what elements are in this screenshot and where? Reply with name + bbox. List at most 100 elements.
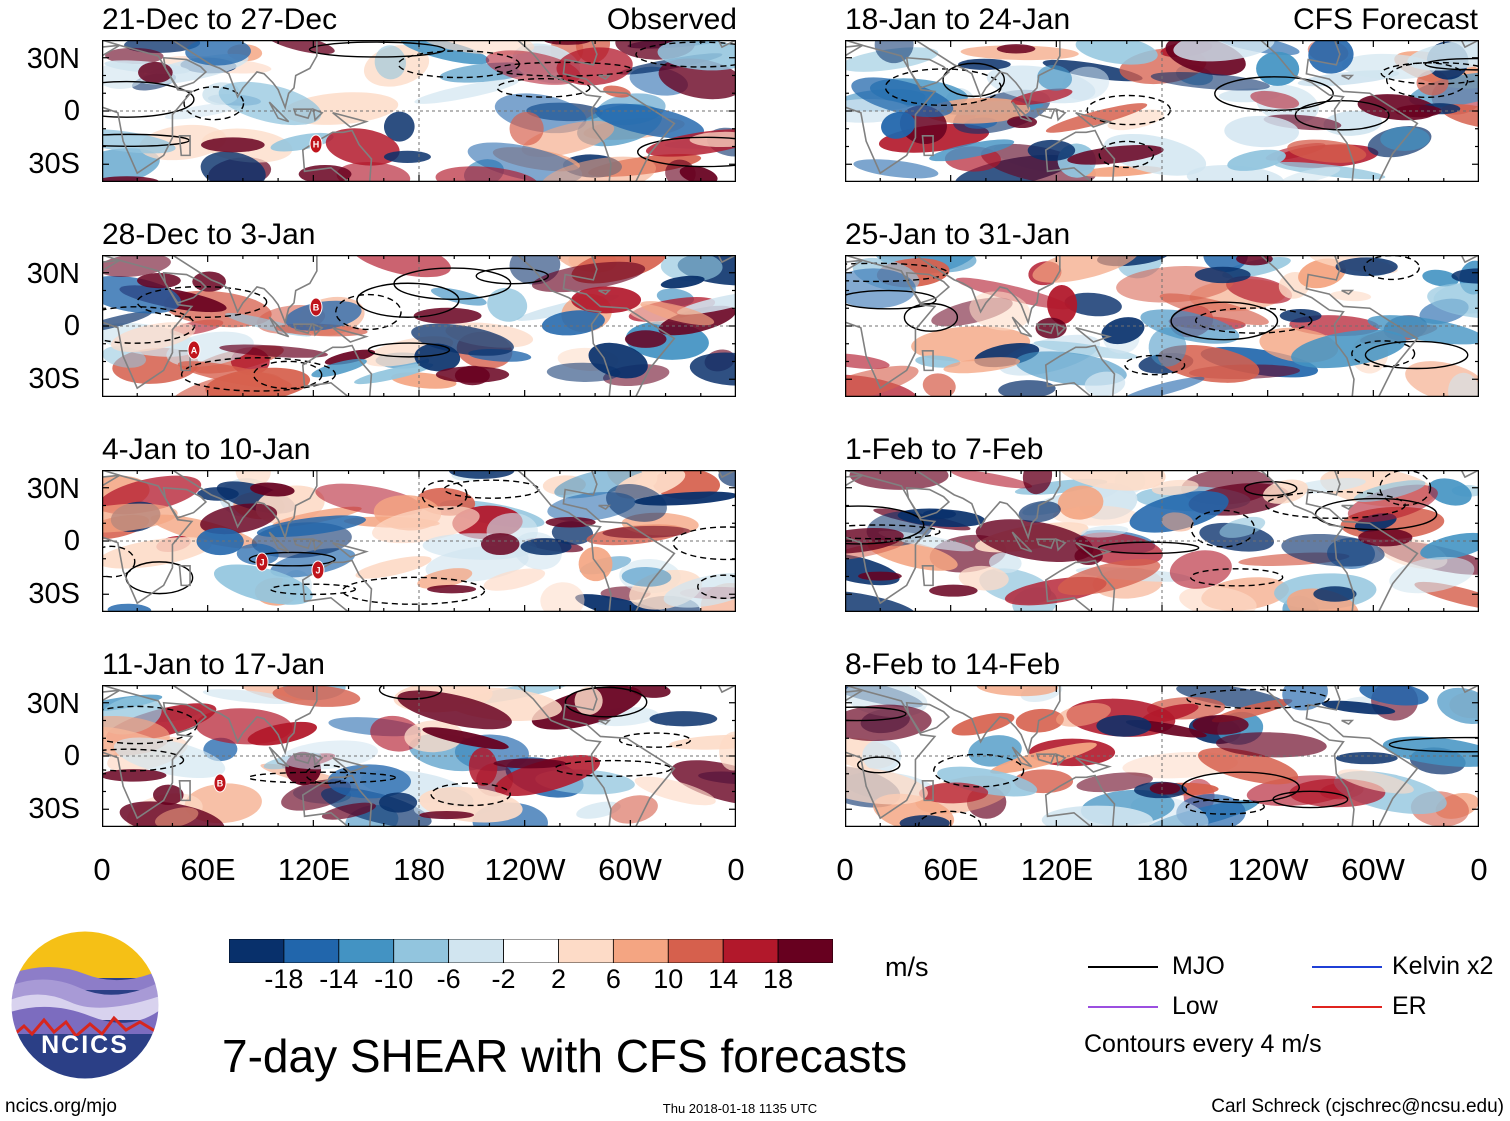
shear-anomaly-blob (487, 287, 528, 322)
shear-anomaly-blob (657, 40, 736, 71)
shear-anomaly-blob (1075, 40, 1158, 65)
coastline (717, 470, 736, 479)
shear-anomaly-blob (509, 111, 544, 146)
lat-label-30n: 30N (26, 473, 80, 505)
shear-anomaly-blob (1047, 285, 1078, 325)
shear-anomaly-blob (1409, 72, 1479, 108)
coastline (905, 486, 951, 519)
shear-anomaly-blob (1224, 115, 1300, 148)
shear-core (858, 571, 902, 581)
shear-anomaly-blob (922, 373, 956, 397)
legend-line-mjo (1088, 966, 1158, 968)
shear-anomaly-blob (321, 787, 432, 827)
mjo-contour (180, 357, 336, 392)
shear-core (1313, 586, 1357, 602)
shear-anomaly-blob (1057, 559, 1161, 596)
coastline (1460, 685, 1479, 694)
shear-anomaly-blob (640, 301, 715, 326)
mjo-contour (903, 302, 959, 332)
shear-core (1027, 139, 1076, 161)
coastline (312, 537, 324, 552)
coastline (1341, 74, 1355, 81)
coastline (598, 74, 612, 81)
shear-anomaly-blob (468, 747, 498, 786)
coastline (905, 701, 951, 734)
shear-anomaly-blob (1359, 685, 1429, 706)
shear-anomaly-blob (951, 470, 1033, 489)
shear-anomaly-blob (719, 731, 736, 771)
shear-anomaly-blob (634, 776, 716, 806)
mjo-contour (102, 80, 195, 118)
shear-anomaly-blob (1427, 283, 1479, 319)
shear-anomaly-blob (1448, 372, 1479, 397)
coastline (1011, 531, 1033, 553)
shear-anomaly-blob (1057, 485, 1104, 520)
lon-label-120e: 120E (1020, 852, 1094, 887)
author-credit: Carl Schreck (cjschrec@ncsu.edu) (1211, 1096, 1504, 1117)
coastline (170, 255, 318, 326)
coastline (598, 289, 612, 296)
shear-map-forecast-4 (845, 685, 1479, 827)
mjo-contour (845, 289, 937, 310)
colorbar-swatch (229, 939, 285, 963)
coastline (268, 101, 290, 123)
colorbar-tick-label: -6 (436, 964, 461, 994)
colorbar-swatch (777, 939, 833, 963)
coastline (1011, 101, 1033, 123)
lon-label-120w: 120W (484, 852, 566, 887)
shear-core (153, 784, 184, 806)
shear-anomaly-blob (1287, 139, 1367, 163)
shear-anomaly-blob (1161, 512, 1194, 532)
shear-anomaly-blob (1250, 90, 1300, 109)
ncics-logo-text: NCICS (41, 1031, 129, 1059)
shear-anomaly-blob (955, 277, 1071, 310)
shear-anomaly-blob (350, 255, 451, 278)
coastline (162, 56, 208, 89)
shear-core (1358, 528, 1413, 547)
colorbar-swatch (503, 939, 559, 963)
colorbar-tick-label: -14 (319, 964, 359, 994)
panel-title-1: 21-Dec to 27-Dec (102, 3, 338, 36)
shear-core (480, 533, 520, 556)
coastline (598, 504, 612, 511)
coastline (905, 271, 951, 304)
colorbar-swatch (558, 939, 614, 963)
lon-label-0: 0 (93, 852, 111, 887)
legend-line-kelvin (1312, 966, 1382, 968)
shear-anomaly-blob (354, 363, 434, 385)
shear-anomaly-blob (606, 483, 667, 522)
shear-anomaly-blob (270, 548, 356, 578)
coastline (717, 40, 736, 49)
coastline (845, 44, 937, 175)
coastline (1259, 255, 1419, 397)
coastline (905, 56, 951, 89)
mjo-contour (1086, 94, 1172, 126)
shear-anomaly-blob (219, 344, 328, 358)
mjo-contour (564, 686, 648, 718)
svg-text:A: A (191, 346, 198, 356)
coastline (332, 757, 369, 773)
shear-core (922, 509, 957, 519)
shear-anomaly-blob (1437, 687, 1479, 725)
panel-title-8: 8-Feb to 14-Feb (845, 648, 1061, 681)
colorbar-tick-label: -18 (264, 964, 304, 994)
shear-anomaly-blob (1062, 66, 1110, 101)
colorbar-tick-label: 10 (653, 964, 684, 994)
shear-anomaly-blob (383, 111, 415, 142)
shear-anomaly-blob (976, 685, 1059, 697)
shear-anomaly-blob (195, 708, 293, 745)
coastline (913, 685, 1061, 756)
mjo-contour (1294, 99, 1390, 131)
lon-label-60w: 60W (598, 852, 662, 887)
shear-anomaly-blob (851, 77, 954, 118)
shear-anomaly-blob (1280, 166, 1341, 182)
shear-core (102, 176, 159, 182)
mjo-contour (341, 576, 486, 605)
coastline (1460, 40, 1479, 49)
shear-anomaly-blob (1291, 329, 1407, 369)
shear-anomaly-blob (1347, 484, 1438, 523)
shear-anomaly-blob (1308, 40, 1354, 74)
shear-anomaly-blob (531, 261, 646, 293)
lon-label-60e: 60E (180, 852, 236, 887)
coastline (312, 752, 324, 767)
